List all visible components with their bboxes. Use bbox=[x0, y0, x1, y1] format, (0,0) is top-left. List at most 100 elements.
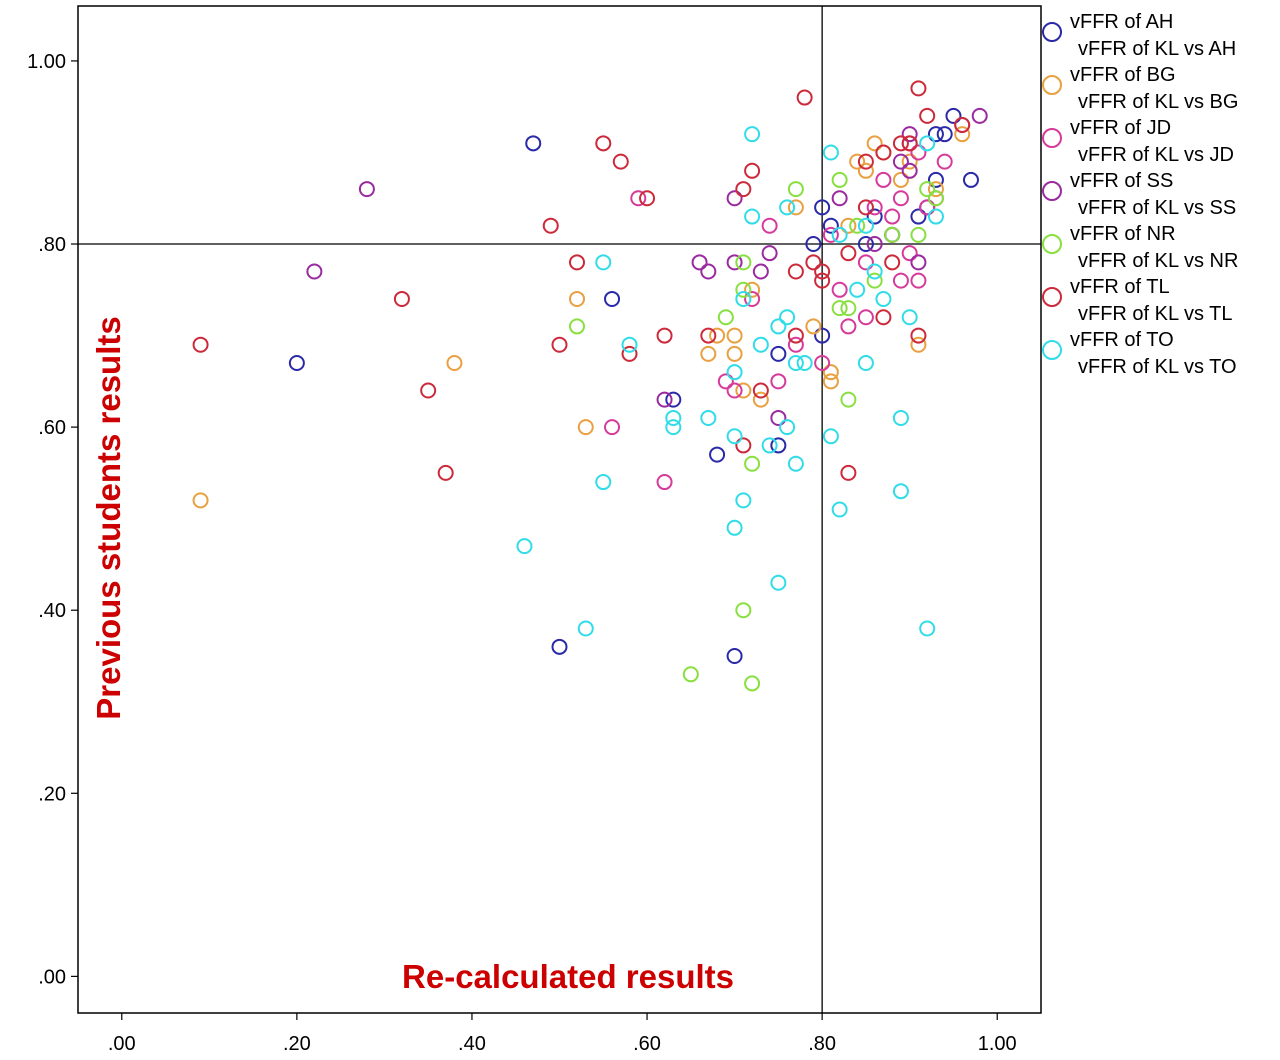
data-point bbox=[910, 208, 927, 225]
data-point bbox=[726, 190, 743, 207]
data-point bbox=[787, 355, 804, 372]
data-point bbox=[831, 190, 848, 207]
data-point bbox=[761, 437, 778, 454]
data-point bbox=[857, 162, 874, 179]
data-point bbox=[884, 226, 901, 243]
data-point bbox=[665, 419, 682, 436]
data-point bbox=[822, 364, 839, 381]
data-point bbox=[936, 126, 953, 143]
data-point bbox=[656, 327, 673, 344]
data-point bbox=[744, 290, 761, 307]
data-point bbox=[735, 181, 752, 198]
data-point bbox=[752, 391, 769, 408]
data-point bbox=[604, 290, 621, 307]
data-point bbox=[569, 290, 586, 307]
data-point bbox=[840, 464, 857, 481]
data-point bbox=[446, 355, 463, 372]
data-point bbox=[726, 364, 743, 381]
data-point bbox=[892, 153, 909, 170]
data-point bbox=[770, 373, 787, 390]
data-point bbox=[665, 409, 682, 426]
data-point bbox=[612, 153, 629, 170]
data-point bbox=[577, 620, 594, 637]
data-point bbox=[884, 208, 901, 225]
data-point bbox=[857, 217, 874, 234]
data-point bbox=[901, 309, 918, 326]
data-point bbox=[752, 263, 769, 280]
data-point bbox=[761, 245, 778, 262]
legend-label-line2: vFFR of KL vs TO bbox=[1078, 356, 1237, 378]
data-point bbox=[569, 254, 586, 271]
data-point bbox=[770, 409, 787, 426]
data-point bbox=[892, 171, 909, 188]
data-point bbox=[796, 89, 813, 106]
data-point bbox=[735, 437, 752, 454]
data-point bbox=[892, 135, 909, 152]
data-point bbox=[814, 327, 831, 344]
data-point bbox=[717, 373, 734, 390]
data-point bbox=[954, 126, 971, 143]
data-point bbox=[892, 483, 909, 500]
data-point bbox=[927, 171, 944, 188]
legend-marker bbox=[1042, 234, 1062, 254]
legend-label-line2: vFFR of KL vs BG bbox=[1078, 91, 1238, 113]
legend-label-line1: vFFR of TL bbox=[1070, 276, 1170, 298]
data-point bbox=[910, 272, 927, 289]
data-point bbox=[901, 245, 918, 262]
data-point bbox=[892, 409, 909, 426]
data-point bbox=[927, 208, 944, 225]
data-point bbox=[840, 391, 857, 408]
data-point bbox=[726, 647, 743, 664]
data-point bbox=[735, 602, 752, 619]
data-point bbox=[770, 345, 787, 362]
x-tick-label: .40 bbox=[458, 1033, 486, 1055]
data-point bbox=[910, 144, 927, 161]
data-point bbox=[656, 391, 673, 408]
data-point bbox=[700, 409, 717, 426]
data-point bbox=[857, 236, 874, 253]
legend-marker bbox=[1042, 22, 1062, 42]
data-point bbox=[779, 419, 796, 436]
data-point bbox=[288, 355, 305, 372]
x-axis-ticks: .00 .20 .40 .60 .80 1.00 bbox=[108, 1013, 1017, 1055]
data-point bbox=[927, 126, 944, 143]
data-point bbox=[787, 181, 804, 198]
x-tick-label: .20 bbox=[283, 1033, 311, 1055]
data-point bbox=[787, 455, 804, 472]
legend: vFFR of AH vFFR of KL vs AH vFFR of BG vFFR… bbox=[1042, 11, 1238, 378]
data-point bbox=[919, 135, 936, 152]
data-point bbox=[717, 309, 734, 326]
data-point bbox=[726, 345, 743, 362]
data-point bbox=[744, 455, 761, 472]
data-point bbox=[831, 171, 848, 188]
data-point bbox=[840, 217, 857, 234]
data-point bbox=[857, 199, 874, 216]
data-point bbox=[814, 199, 831, 216]
data-point bbox=[744, 675, 761, 692]
data-point bbox=[787, 336, 804, 353]
data-point bbox=[192, 492, 209, 509]
y-tick-label: .20 bbox=[38, 783, 66, 805]
data-point bbox=[744, 126, 761, 143]
data-point bbox=[656, 474, 673, 491]
legend-label-line2: vFFR of KL vs SS bbox=[1078, 197, 1236, 219]
data-point bbox=[665, 391, 682, 408]
data-point bbox=[875, 144, 892, 161]
x-tick-label: .80 bbox=[808, 1033, 836, 1055]
data-point bbox=[814, 272, 831, 289]
data-point bbox=[936, 153, 953, 170]
data-point bbox=[358, 181, 375, 198]
data-point bbox=[954, 117, 971, 134]
legend-marker bbox=[1042, 287, 1062, 307]
data-point bbox=[866, 272, 883, 289]
data-point bbox=[577, 419, 594, 436]
data-point bbox=[787, 263, 804, 280]
data-point bbox=[849, 153, 866, 170]
data-point bbox=[735, 382, 752, 399]
legend-label-line2: vFFR of KL vs TL bbox=[1078, 303, 1232, 325]
data-point bbox=[726, 382, 743, 399]
data-point bbox=[910, 336, 927, 353]
data-point bbox=[919, 181, 936, 198]
data-point bbox=[910, 226, 927, 243]
data-point bbox=[971, 107, 988, 124]
